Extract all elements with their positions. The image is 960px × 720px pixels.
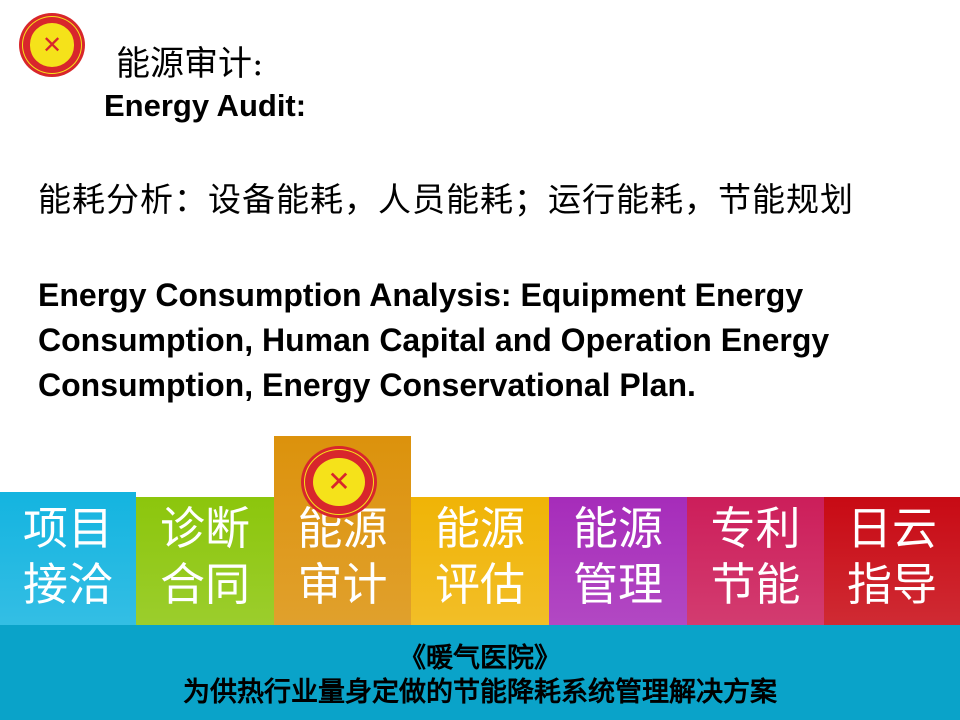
tab-label-line1: 诊断 bbox=[159, 502, 250, 555]
tab-label-line2: 指导 bbox=[846, 558, 937, 611]
body-text-en: Energy Consumption Analysis: Equipment E… bbox=[38, 277, 830, 403]
logo-icon: ✕ bbox=[19, 13, 85, 77]
footer-title: 《暖气医院》 bbox=[399, 643, 561, 674]
tab-label-line1: 能源 bbox=[434, 502, 525, 555]
tab-label-line1: 能源 bbox=[572, 502, 663, 555]
tab-label-line2: 评估 bbox=[434, 558, 525, 611]
tab-label-line1: 项目 bbox=[22, 502, 113, 555]
tab-label-line2: 合同 bbox=[159, 558, 250, 611]
nav-tab-2[interactable]: 诊断 合同 bbox=[136, 497, 274, 625]
footer-band bbox=[0, 625, 960, 720]
tab-label-line2: 审计 bbox=[297, 558, 388, 611]
heading-cn: 能源审计: bbox=[116, 44, 264, 84]
tab-label-line1: 日云 bbox=[846, 502, 937, 555]
nav-tab-6[interactable]: 专利 节能 bbox=[687, 497, 824, 625]
nav-tab-4[interactable]: 能源 评估 bbox=[411, 497, 549, 625]
heading-en: Energy Audit: bbox=[104, 88, 307, 123]
footer-subtitle: 为供热行业量身定做的节能降耗系统管理解决方案 bbox=[183, 677, 777, 708]
body-text-cn: 能耗分析：设备能耗，人员能耗；运行能耗，节能规划 bbox=[38, 180, 854, 219]
tab-label-line2: 接洽 bbox=[22, 558, 113, 611]
tab-label-line2: 节能 bbox=[710, 558, 801, 611]
nav-tab-7[interactable]: 日云 指导 bbox=[824, 497, 960, 625]
nav-tab-1[interactable]: 项目 接洽 bbox=[0, 492, 136, 625]
tab-label-line1: 专利 bbox=[710, 502, 801, 555]
tab-label-line2: 管理 bbox=[572, 558, 663, 611]
nav-tab-5[interactable]: 能源 管理 bbox=[549, 497, 687, 625]
active-tab-logo-icon: ✕ bbox=[301, 446, 377, 518]
